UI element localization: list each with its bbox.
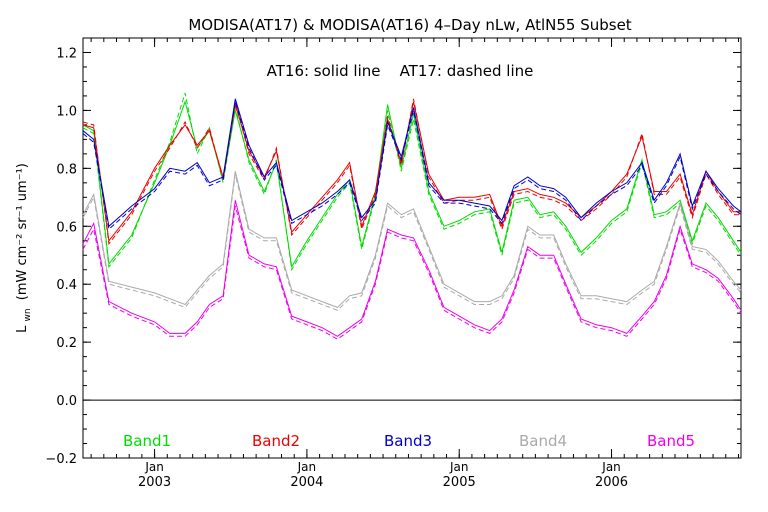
legend-band2: Band2 bbox=[252, 432, 300, 450]
y-tick-label: 0.0 bbox=[56, 394, 77, 409]
band4-at16-solid-line bbox=[82, 171, 742, 308]
band1-at17-dashed-line bbox=[82, 92, 742, 272]
y-tick-label: −0.2 bbox=[45, 452, 77, 467]
y-axis-label-units: (mW cm⁻² sr⁻¹ um⁻¹) bbox=[15, 163, 30, 300]
band4-at17-dashed-line bbox=[82, 173, 742, 311]
chart-subtitle: AT16: solid line AT17: dashed line bbox=[267, 62, 534, 80]
plot-frame bbox=[82, 37, 742, 459]
x-tick-label-month: Jan bbox=[297, 460, 317, 474]
x-tick-label-year: 2004 bbox=[290, 475, 323, 490]
x-tick-label-month: Jan bbox=[449, 460, 469, 474]
band5-at16-solid-line bbox=[82, 200, 742, 337]
band2-at16-solid-line bbox=[82, 101, 741, 243]
band1-at16-solid-line bbox=[82, 99, 742, 269]
band5-at17-dashed-line bbox=[82, 205, 742, 340]
x-tick-label-year: 2006 bbox=[595, 475, 628, 490]
y-tick-label: 0.2 bbox=[56, 336, 77, 351]
x-tick-label-year: 2003 bbox=[138, 475, 171, 490]
y-tick-label: 1.0 bbox=[56, 104, 77, 119]
x-tick-label-month: Jan bbox=[601, 460, 621, 474]
y-axis: −0.2 0.0 0.2 0.4 0.6 0.8 1.0 1.2 bbox=[45, 37, 741, 467]
band3-at16-solid-line bbox=[82, 98, 742, 228]
y-tick-label: 0.6 bbox=[56, 220, 77, 235]
band3-at17-dashed-line bbox=[82, 101, 742, 231]
legend-band4: Band4 bbox=[519, 432, 567, 450]
y-tick-label: 0.4 bbox=[56, 278, 77, 293]
y-axis-label-sub: wn bbox=[23, 308, 33, 321]
x-tick-label-month: Jan bbox=[144, 460, 164, 474]
legend-band1: Band1 bbox=[123, 432, 171, 450]
legend: Band1 Band2 Band3 Band4 Band5 bbox=[123, 432, 695, 450]
chart-title: MODISA(AT17) & MODISA(AT16) 4–Day nLw, A… bbox=[188, 16, 631, 34]
series-layer bbox=[82, 92, 742, 340]
x-tick-label-year: 2005 bbox=[443, 475, 476, 490]
y-tick-label: 1.2 bbox=[56, 46, 77, 61]
y-axis-label-base: L bbox=[15, 325, 30, 333]
y-tick-label: 0.8 bbox=[56, 162, 77, 177]
y-axis-label: L wn (mW cm⁻² sr⁻¹ um⁻¹) bbox=[15, 163, 34, 333]
legend-band5: Band5 bbox=[647, 432, 695, 450]
legend-band3: Band3 bbox=[384, 432, 432, 450]
